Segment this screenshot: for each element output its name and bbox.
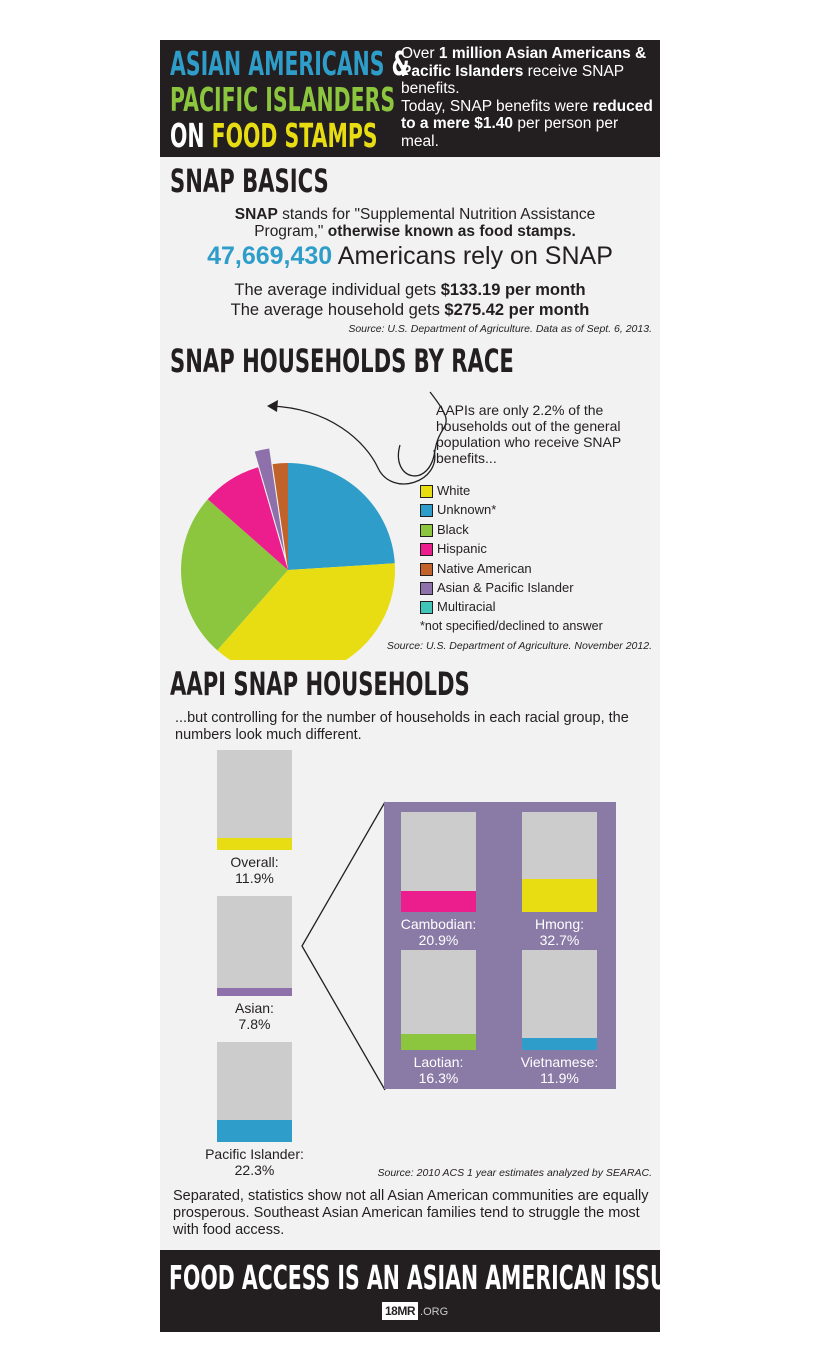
average-benefits: The average individual gets $133.19 per … <box>160 280 660 320</box>
aapi-source: Source: 2010 ACS 1 year estimates analyz… <box>377 1167 653 1179</box>
pie-slice-native-american <box>272 463 288 570</box>
bar-label: Pacific Islander: 22.3% <box>175 1146 335 1178</box>
bar-value: 16.3% <box>418 1070 459 1086</box>
legend-swatch <box>420 562 433 576</box>
pie-slice-asian-pacific-islander <box>254 448 285 555</box>
legend-label: Asian & Pacific Islander <box>437 580 574 595</box>
zoom-connector <box>301 801 386 1091</box>
bar-category: Cambodian: <box>400 916 477 932</box>
legend-label: Black <box>437 521 469 537</box>
aapi-conclusion: Separated, statistics show not all Asian… <box>173 1188 649 1238</box>
bar-category: Laotian: <box>413 1054 464 1070</box>
title-line-1: ASIAN AMERICANS & <box>170 44 410 83</box>
bar-category: Vietnamese: <box>520 1054 599 1070</box>
aapi-intro: ...but controlling for the number of hou… <box>175 710 629 743</box>
snap-definition: SNAP stands for "Supplemental Nutrition … <box>234 206 596 240</box>
bar-track <box>522 812 597 912</box>
legend-swatch <box>420 485 433 498</box>
bar-category: Hmong: <box>534 916 585 932</box>
title-line-3: ON FOOD STAMPS <box>170 116 378 155</box>
legend-label: Unknown* <box>437 502 497 518</box>
bar-value: 22.3% <box>234 1162 275 1178</box>
header-blurb: Over 1 million Asian Americans & Pacific… <box>401 45 653 150</box>
legend-label: Native American <box>437 560 532 576</box>
bar-label: Vietnamese: 11.9% <box>505 1054 615 1086</box>
bar-category: Asian: <box>235 1000 274 1016</box>
legend-swatch <box>420 523 433 537</box>
bar-value: 11.9% <box>235 870 274 886</box>
bar-category: Pacific Islander: <box>205 1146 304 1162</box>
legend-label: Hispanic <box>437 541 487 557</box>
bar-track <box>401 812 476 912</box>
bar-fill <box>217 838 292 850</box>
basics-source: Source: U.S. Department of Agriculture. … <box>348 323 652 335</box>
bar-category: Overall: <box>230 854 279 870</box>
bar-value: 11.9% <box>540 1070 579 1086</box>
pie-slice-unknown <box>288 463 395 570</box>
legend-label: White <box>437 483 471 498</box>
bar-value: 7.8% <box>238 1016 271 1032</box>
bar-label: Overall: 11.9% <box>175 854 335 886</box>
legend-swatch <box>420 543 433 557</box>
annotation-connector <box>397 391 447 477</box>
bar-fill <box>217 1120 292 1142</box>
annotation-arrow <box>269 405 436 485</box>
pie-slice-white <box>217 563 395 660</box>
bar-fill <box>522 879 597 912</box>
snap-recipient-count: 47,669,430 Americans rely on SNAP <box>207 242 613 270</box>
bar-value: 20.9% <box>418 932 459 948</box>
header-banner: ASIAN AMERICANS & PACIFIC ISLANDERS ON F… <box>160 40 660 157</box>
bar-fill <box>522 1038 597 1050</box>
pie-annotation: AAPIs are only 2.2% of the households ou… <box>436 402 621 466</box>
race-source: Source: U.S. Department of Agriculture. … <box>386 640 652 652</box>
bar-label: Hmong: 32.7% <box>505 916 615 948</box>
race-pie-chart <box>181 391 447 660</box>
infographic-card: ASIAN AMERICANS & PACIFIC ISLANDERS ON F… <box>160 40 688 1332</box>
bar-fill <box>401 1034 476 1050</box>
footer-slogan: FOOD ACCESS IS AN ASIAN AMERICAN ISSUE. <box>169 1258 689 1297</box>
race-section-title: SNAP HOUSEHOLDS BY RACE <box>170 342 514 380</box>
bar-track <box>522 950 597 1050</box>
bar-track <box>401 950 476 1050</box>
legend-label: Multiracial <box>437 599 496 615</box>
bar-label: Cambodian: 20.9% <box>384 916 494 948</box>
logo-domain: .ORG <box>420 1306 449 1318</box>
legend-swatch <box>420 582 433 595</box>
logo-mark: 18MR <box>382 1302 419 1320</box>
legend-swatch <box>420 504 433 518</box>
pie-slice-hispanic <box>207 467 288 570</box>
legend-swatch <box>420 601 433 615</box>
footer-banner: FOOD ACCESS IS AN ASIAN AMERICAN ISSUE. … <box>160 1250 688 1332</box>
legend-footnote: *not specified/declined to answer <box>420 619 603 633</box>
bar-value: 32.7% <box>539 932 580 948</box>
annotation-arrowhead <box>267 400 278 412</box>
bar-track <box>217 750 292 850</box>
bar-track <box>217 1042 292 1142</box>
average-household: The average household gets $275.42 per m… <box>230 301 590 319</box>
bar-fill <box>401 891 476 912</box>
average-individual: The average individual gets $133.19 per … <box>234 281 586 299</box>
title-line-2: PACIFIC ISLANDERS <box>170 80 396 119</box>
18mr-logo[interactable]: 18MR .ORG <box>382 1302 448 1324</box>
snap-basics-title: SNAP BASICS <box>170 162 329 200</box>
pie-slice-black <box>181 499 288 651</box>
bar-label: Asian: 7.8% <box>175 1000 335 1032</box>
aapi-section-title: AAPI SNAP HOUSEHOLDS <box>170 665 470 703</box>
bar-track <box>217 896 292 996</box>
bar-fill <box>217 988 292 996</box>
bar-label: Laotian: 16.3% <box>384 1054 494 1086</box>
